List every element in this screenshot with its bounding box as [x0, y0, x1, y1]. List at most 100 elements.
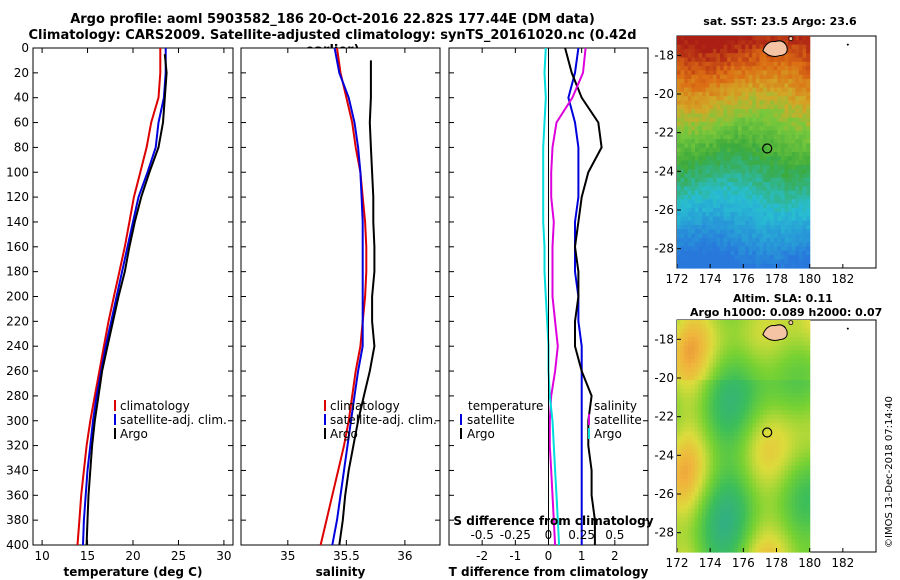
diff-xtick-label: -2 — [476, 549, 488, 563]
sla-lon-tick-label: 176 — [732, 556, 755, 570]
sla-lat-tick-label: -18 — [654, 332, 674, 346]
sla-lon-tick-label: 178 — [765, 556, 788, 570]
sla-lon-tick-label: 174 — [699, 556, 722, 570]
temp-series-line — [76, 48, 162, 546]
sal-legend-entry: satellite-adj. clim. — [330, 413, 437, 427]
sst-island-shape — [762, 40, 788, 57]
temp-legend-entry: Argo — [120, 427, 148, 441]
depth-tick-label: 340 — [6, 463, 29, 477]
tdiff-legend-entry: satellite — [467, 413, 515, 427]
temp-xtick-label: 10 — [34, 549, 49, 563]
depth-tick-label: 20 — [14, 66, 29, 80]
sst-lon-tick-label: 178 — [765, 272, 788, 286]
sal-xlabel: salinity — [316, 565, 366, 579]
depth-tick-label: 320 — [6, 439, 29, 453]
sdiff-legend-entry: satellite — [594, 413, 642, 427]
depth-tick-label: 300 — [6, 414, 29, 428]
sst-lat-tick-label: -22 — [654, 126, 674, 140]
depth-tick-label: 100 — [6, 165, 29, 179]
figure-title-line1: Argo profile: aoml 5903582_186 20-Oct-20… — [70, 12, 595, 27]
temp-xtick-label: 25 — [171, 549, 186, 563]
depth-tick-label: 160 — [6, 240, 29, 254]
sst-lat-tick-label: -20 — [654, 87, 674, 101]
sst-lat-tick-label: -24 — [654, 164, 674, 178]
depth-tick-label: 400 — [6, 538, 29, 552]
sdiff-tick-label: -0.25 — [500, 528, 531, 542]
sla-lat-tick-label: -26 — [654, 487, 674, 501]
sdiff-tick-label: 0.25 — [568, 528, 595, 542]
depth-tick-label: 260 — [6, 364, 29, 378]
sla-map-title: Altim. SLA: 0.11 — [733, 292, 833, 305]
sla-lat-tick-label: -20 — [654, 371, 674, 385]
sla-map-field — [677, 320, 811, 553]
sal-series-line — [338, 60, 376, 546]
diff-xlabel: T difference from climatology — [449, 565, 649, 579]
sst-islet-shape — [846, 43, 849, 46]
sal-series-line — [331, 47, 364, 546]
sst-islet-shape — [788, 36, 794, 42]
depth-tick-label: 280 — [6, 389, 29, 403]
temp-xtick-label: 30 — [216, 549, 231, 563]
sal-xtick-label: 35.5 — [333, 549, 360, 563]
sdiff-tick-label: 0 — [545, 528, 553, 542]
depth-tick-label: 220 — [6, 314, 29, 328]
sla-islet-shape — [788, 320, 794, 326]
temp-series-line — [82, 48, 167, 546]
sdiff-tick-label: -0.5 — [470, 528, 493, 542]
diff-xtick-label: 2 — [611, 549, 619, 563]
depth-tick-label: 380 — [6, 513, 29, 527]
depth-tick-label: 40 — [14, 91, 29, 105]
sst-lat-tick-label: -28 — [654, 242, 674, 256]
sal-xtick-label: 35 — [280, 549, 295, 563]
diff-series-line — [548, 47, 587, 546]
sst-lon-tick-label: 180 — [798, 272, 821, 286]
temp-xlabel: temperature (deg C) — [64, 565, 203, 579]
depth-tick-label: 140 — [6, 215, 29, 229]
sdiff-axis-label: S difference from climatology — [453, 514, 653, 528]
depth-tick-label: 120 — [6, 190, 29, 204]
depth-tick-label: 200 — [6, 290, 29, 304]
depth-tick-label: 80 — [14, 140, 29, 154]
temp-axes-frame — [32, 47, 234, 546]
sla-lat-tick-label: -22 — [654, 410, 674, 424]
depth-tick-label: 0 — [21, 41, 29, 55]
depth-tick-label: 180 — [6, 265, 29, 279]
sla-lat-tick-label: -28 — [654, 526, 674, 540]
sst-map-field — [677, 36, 811, 269]
sla-island-shape — [762, 324, 788, 341]
depth-tick-label: 360 — [6, 488, 29, 502]
sla-lat-tick-label: -24 — [654, 448, 674, 462]
sdiff-legend-title: salinity — [594, 399, 637, 413]
sal-xtick-label: 36 — [397, 549, 412, 563]
sal-series-line — [319, 47, 368, 546]
sst-lon-tick-label: 176 — [732, 272, 755, 286]
sla-lon-tick-label: 180 — [798, 556, 821, 570]
diff-xtick-label: -1 — [509, 549, 521, 563]
temp-xtick-label: 15 — [80, 549, 95, 563]
sla-argo-position-marker — [762, 427, 773, 438]
temp-legend-entry: climatology — [120, 399, 190, 413]
sst-map-title: sat. SST: 23.5 Argo: 23.6 — [703, 15, 857, 28]
sla-lon-tick-label: 172 — [666, 556, 689, 570]
sst-argo-position-marker — [762, 143, 773, 154]
diff-series-line — [542, 47, 561, 546]
temp-series-line — [85, 54, 168, 546]
depth-tick-label: 240 — [6, 339, 29, 353]
sst-lon-tick-label: 174 — [699, 272, 722, 286]
sal-axes-frame — [240, 47, 441, 546]
sla-map-subtitle: Argo h1000: 0.089 h2000: 0.07 — [690, 306, 882, 319]
sdiff-tick-label: 0.5 — [605, 528, 624, 542]
sal-legend-entry: Argo — [330, 427, 358, 441]
diff-xtick-label: 0 — [545, 549, 553, 563]
sst-lon-tick-label: 182 — [831, 272, 854, 286]
depth-tick-label: 60 — [14, 116, 29, 130]
sst-lon-tick-label: 172 — [666, 272, 689, 286]
diff-series-line — [564, 47, 603, 545]
sla-lon-tick-label: 182 — [831, 556, 854, 570]
temp-legend-entry: satellite-adj. clim. — [120, 413, 227, 427]
sst-lat-tick-label: -26 — [654, 203, 674, 217]
tdiff-legend-title: temperature — [468, 399, 543, 413]
sdiff-legend-entry: Argo — [594, 427, 622, 441]
temp-xtick-label: 20 — [125, 549, 140, 563]
